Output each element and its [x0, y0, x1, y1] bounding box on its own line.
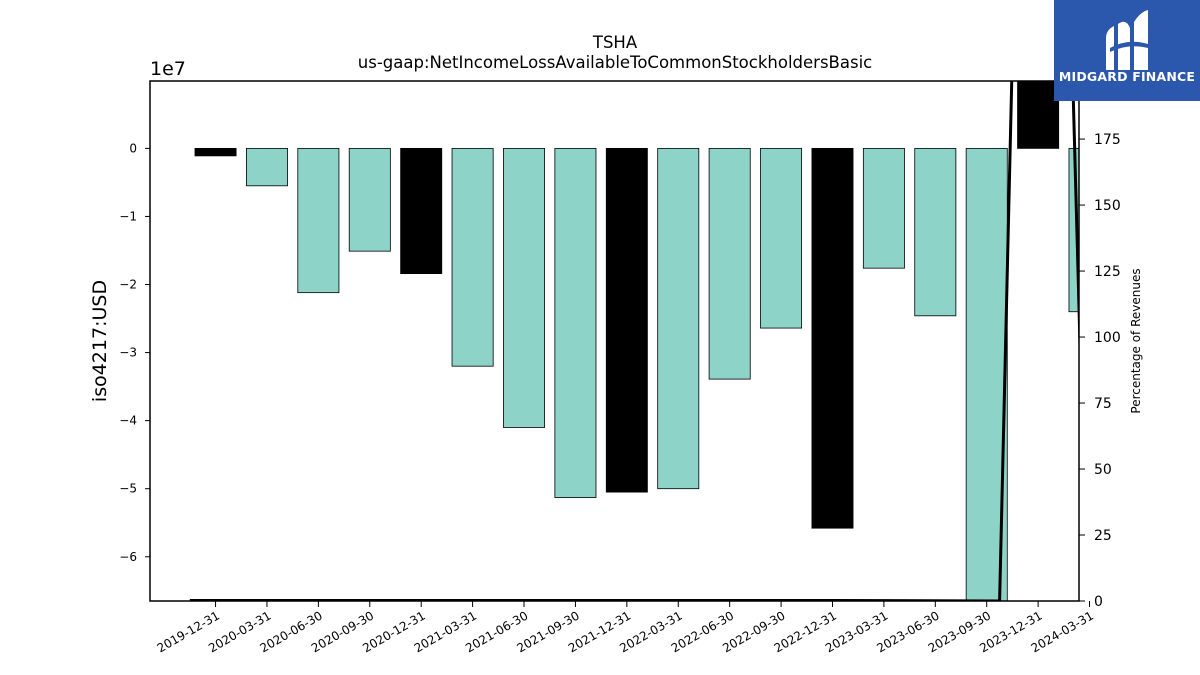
bar-2020-03-31	[245, 147, 288, 187]
bar-2023-06-30	[914, 147, 957, 317]
y2-tick-label: 125	[1094, 264, 1121, 280]
y2-tick-label: 0	[1094, 594, 1103, 610]
y-tick-label: −3	[119, 346, 137, 360]
bar-2019-12-31	[194, 147, 237, 157]
bar-2021-06-30	[503, 147, 545, 428]
y-tick-label: −1	[119, 209, 137, 223]
bar-2022-12-31	[811, 147, 854, 529]
y-axis-offset-label: 1e7	[150, 58, 186, 80]
bar-2020-09-30	[348, 147, 391, 252]
bar-2020-06-30	[297, 147, 340, 294]
bar-2022-09-30	[760, 147, 803, 329]
y-tick-label: −4	[119, 414, 137, 428]
y-tick-label: −5	[119, 482, 137, 496]
bar-2023-12-31	[1017, 81, 1060, 149]
bar-2022-03-31	[657, 147, 700, 490]
y-tick-label: 0	[129, 141, 137, 155]
bar-2021-12-31	[605, 147, 648, 493]
y2-tick-label: 25	[1094, 528, 1112, 544]
y-axis-ticks: 0 −1 −2 −3 −4 −5 −6	[119, 141, 150, 564]
midgard-logo-icon	[1106, 10, 1148, 70]
chart-title: TSHA	[592, 33, 638, 52]
y2-tick-label: 50	[1094, 462, 1112, 478]
chart-subtitle: us-gaap:NetIncomeLossAvailableToCommonSt…	[358, 53, 872, 72]
bar-2020-12-31	[400, 147, 443, 275]
bar-2021-09-30	[554, 147, 597, 498]
x-axis-ticks: 2019-12-312020-03-312020-06-302020-09-30…	[155, 601, 1096, 655]
y2-tick-label: 175	[1094, 132, 1121, 148]
y-axis-label: iso4217:USD	[89, 280, 111, 402]
y2-tick-label: 150	[1094, 198, 1121, 214]
plot-frame	[149, 80, 1080, 602]
brand-logo: MIDGARD FINANCE	[1054, 0, 1200, 101]
y2-axis-label: Percentage of Revenues	[1129, 268, 1143, 413]
y-tick-label: −6	[119, 550, 137, 564]
y2-axis-ticks: 0 25 50 75 100 125 150 175	[1079, 132, 1121, 610]
brand-name: MIDGARD FINANCE	[1058, 69, 1196, 84]
bar-2023-03-31	[862, 147, 905, 269]
y2-tick-label: 75	[1094, 396, 1112, 412]
y2-tick-label: 100	[1094, 330, 1121, 346]
bar-2024-03-31	[1068, 147, 1079, 313]
bar-2022-06-30	[708, 147, 751, 380]
bar-2021-03-31	[451, 147, 494, 367]
y-tick-label: −2	[119, 278, 137, 292]
bars-group	[194, 81, 1079, 601]
